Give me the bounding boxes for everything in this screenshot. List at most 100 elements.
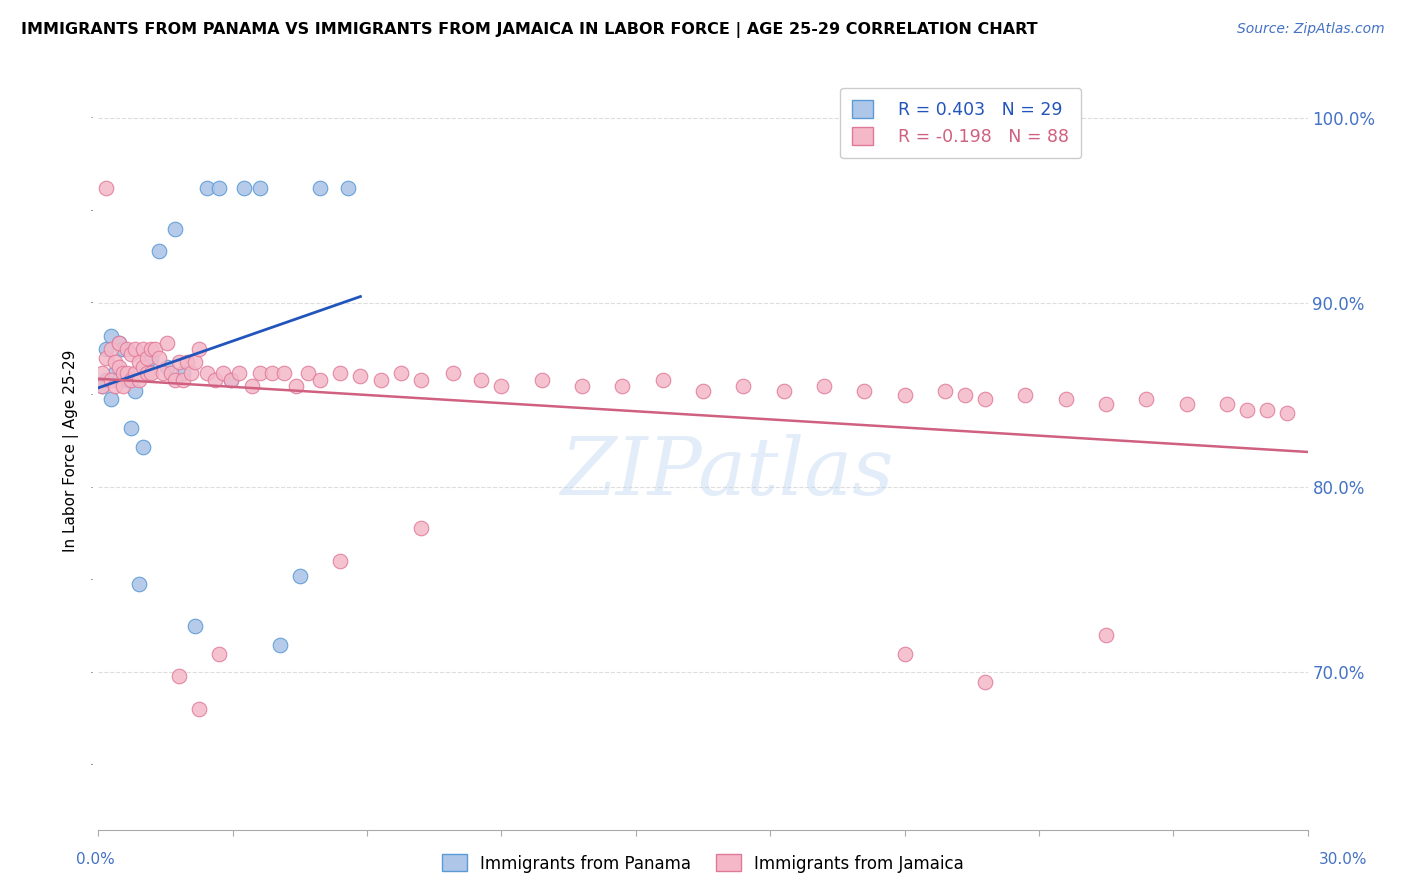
Point	[120, 373, 142, 387]
Text: 0.0%: 0.0%	[76, 852, 115, 867]
Point	[156, 336, 179, 351]
Point	[96, 351, 118, 365]
Point	[103, 366, 125, 380]
Point	[273, 366, 295, 380]
Point	[152, 366, 174, 380]
Point	[107, 360, 129, 375]
Point	[184, 354, 207, 368]
Point	[91, 366, 114, 380]
Point	[349, 369, 371, 384]
Point	[148, 244, 170, 258]
Point	[100, 392, 122, 406]
Point	[974, 674, 997, 689]
Point	[249, 366, 271, 380]
Point	[389, 366, 412, 380]
Legend:   R = 0.403   N = 29,   R = -0.198   N = 88: R = 0.403 N = 29, R = -0.198 N = 88	[841, 87, 1081, 158]
Point	[692, 384, 714, 399]
Point	[103, 378, 125, 392]
Point	[269, 638, 291, 652]
Point	[1277, 407, 1299, 421]
Point	[132, 342, 155, 356]
Point	[309, 373, 332, 387]
Point	[139, 366, 162, 380]
Point	[953, 388, 976, 402]
Point	[195, 366, 218, 380]
Point	[853, 384, 876, 399]
Point	[188, 342, 211, 356]
Point	[111, 378, 134, 392]
Point	[370, 373, 392, 387]
Point	[163, 221, 186, 235]
Point	[260, 366, 283, 380]
Text: 30.0%: 30.0%	[1319, 852, 1367, 867]
Point	[212, 366, 235, 380]
Point	[124, 342, 146, 356]
Legend: Immigrants from Panama, Immigrants from Jamaica: Immigrants from Panama, Immigrants from …	[434, 847, 972, 880]
Point	[1014, 388, 1036, 402]
Point	[139, 351, 162, 365]
Point	[1236, 402, 1258, 417]
Point	[176, 354, 198, 368]
Point	[172, 373, 194, 387]
Point	[115, 366, 138, 380]
Point	[297, 366, 319, 380]
Point	[111, 366, 134, 380]
Point	[288, 569, 311, 583]
Point	[180, 366, 202, 380]
Point	[1175, 397, 1198, 411]
Point	[571, 378, 593, 392]
Point	[143, 342, 166, 356]
Point	[329, 554, 352, 568]
Point	[128, 373, 150, 387]
Point	[221, 373, 243, 387]
Point	[337, 181, 360, 195]
Point	[441, 366, 464, 380]
Point	[100, 342, 122, 356]
Point	[733, 378, 755, 392]
Point	[163, 373, 186, 387]
Point	[132, 360, 155, 375]
Point	[100, 373, 122, 387]
Point	[172, 366, 194, 380]
Point	[91, 378, 114, 392]
Point	[107, 373, 129, 387]
Point	[309, 181, 332, 195]
Point	[167, 669, 190, 683]
Point	[612, 378, 634, 392]
Point	[284, 378, 307, 392]
Point	[208, 181, 231, 195]
Point	[103, 354, 125, 368]
Point	[813, 378, 835, 392]
Point	[124, 366, 146, 380]
Point	[128, 576, 150, 591]
Point	[188, 702, 211, 716]
Point	[167, 354, 190, 368]
Point	[228, 366, 250, 380]
Point	[128, 354, 150, 368]
Point	[1256, 402, 1278, 417]
Point	[1095, 628, 1118, 642]
Point	[221, 373, 243, 387]
Point	[115, 342, 138, 356]
Point	[115, 373, 138, 387]
Point	[934, 384, 956, 399]
Point	[1216, 397, 1239, 411]
Point	[135, 351, 157, 365]
Point	[148, 351, 170, 365]
Point	[1054, 392, 1077, 406]
Point	[156, 360, 179, 375]
Point	[120, 421, 142, 435]
Point	[409, 521, 432, 535]
Point	[1135, 392, 1157, 406]
Point	[1095, 397, 1118, 411]
Point	[470, 373, 492, 387]
Point	[107, 336, 129, 351]
Point	[651, 373, 673, 387]
Point	[135, 366, 157, 380]
Point	[208, 647, 231, 661]
Point	[893, 647, 915, 661]
Point	[232, 181, 254, 195]
Point	[96, 342, 118, 356]
Y-axis label: In Labor Force | Age 25-29: In Labor Force | Age 25-29	[63, 350, 79, 551]
Point	[96, 373, 118, 387]
